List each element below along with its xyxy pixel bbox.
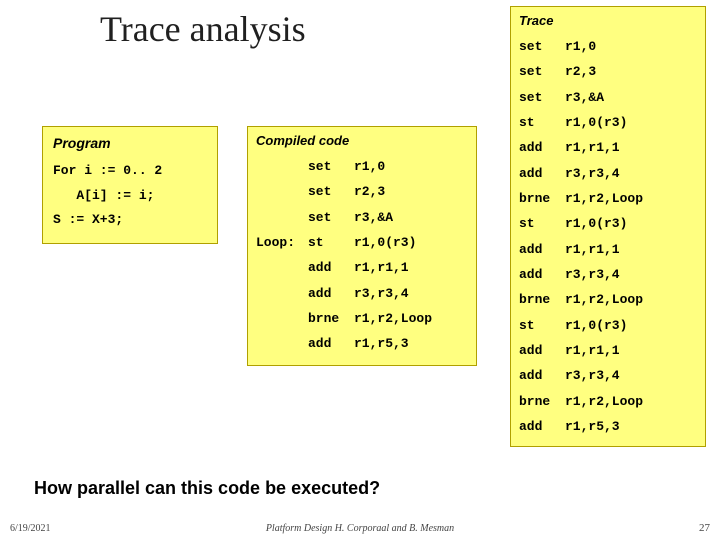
row-args: r1,r2,Loop (565, 389, 697, 414)
row-args: r2,3 (354, 179, 468, 204)
row-op: add (519, 338, 565, 363)
trace-row: addr1,r5,3 (519, 414, 697, 439)
row-op: add (519, 363, 565, 388)
trace-row: addr3,r3,4 (519, 363, 697, 388)
program-box: Program For i := 0.. 2 A[i] := i; S := X… (42, 126, 218, 244)
trace-row: brner1,r2,Loop (519, 287, 697, 312)
compiled-code-box: Compiled code setr1,0setr2,3setr3,&ALoop… (247, 126, 477, 366)
row-op: add (308, 255, 354, 280)
row-op: set (308, 205, 354, 230)
row-op: st (308, 230, 354, 255)
row-op: add (308, 331, 354, 356)
row-op: add (519, 414, 565, 439)
trace-row: addr1,r1,1 (519, 237, 697, 262)
row-op: add (519, 237, 565, 262)
row-op: st (519, 211, 565, 236)
row-args: r1,0(r3) (565, 211, 697, 236)
row-label (256, 255, 308, 280)
row-op: set (308, 154, 354, 179)
trace-row: str1,0(r3) (519, 313, 697, 338)
row-args: r3,&A (565, 85, 697, 110)
row-args: r1,r1,1 (565, 338, 697, 363)
row-op: add (308, 281, 354, 306)
compiled-row: addr1,r1,1 (256, 255, 468, 280)
trace-header: Trace (519, 13, 697, 28)
program-code: For i := 0.. 2 A[i] := i; S := X+3; (53, 159, 207, 233)
row-args: r3,r3,4 (354, 281, 468, 306)
trace-row: brner1,r2,Loop (519, 186, 697, 211)
compiled-rows: setr1,0setr2,3setr3,&ALoop:str1,0(r3)add… (256, 154, 468, 357)
row-op: brne (308, 306, 354, 331)
trace-row: str1,0(r3) (519, 211, 697, 236)
trace-rows: setr1,0setr2,3setr3,&Astr1,0(r3)addr1,r1… (519, 34, 697, 440)
row-args: r1,r2,Loop (565, 287, 697, 312)
row-op: set (519, 59, 565, 84)
program-line: For i := 0.. 2 (53, 163, 162, 178)
row-label (256, 205, 308, 230)
row-args: r1,r5,3 (565, 414, 697, 439)
row-args: r1,r2,Loop (354, 306, 468, 331)
compiled-header: Compiled code (256, 133, 468, 148)
row-op: add (519, 262, 565, 287)
row-args: r1,r1,1 (354, 255, 468, 280)
compiled-row: brner1,r2,Loop (256, 306, 468, 331)
compiled-row: setr3,&A (256, 205, 468, 230)
trace-row: setr3,&A (519, 85, 697, 110)
row-op: brne (519, 287, 565, 312)
row-args: r1,r2,Loop (565, 186, 697, 211)
compiled-row: setr2,3 (256, 179, 468, 204)
row-args: r1,r5,3 (354, 331, 468, 356)
trace-row: addr1,r1,1 (519, 135, 697, 160)
row-label (256, 281, 308, 306)
footer-center: Platform Design H. Corporaal and B. Mesm… (0, 523, 720, 534)
row-label (256, 331, 308, 356)
row-args: r3,r3,4 (565, 161, 697, 186)
row-label (256, 306, 308, 331)
slide: Trace analysis Program For i := 0.. 2 A[… (0, 0, 720, 540)
row-args: r1,0(r3) (565, 313, 697, 338)
row-op: add (519, 135, 565, 160)
program-line: S := X+3; (53, 212, 123, 227)
trace-row: str1,0(r3) (519, 110, 697, 135)
question-text: How parallel can this code be executed? (34, 478, 380, 499)
trace-row: addr1,r1,1 (519, 338, 697, 363)
row-args: r2,3 (565, 59, 697, 84)
row-args: r1,r1,1 (565, 237, 697, 262)
trace-row: addr3,r3,4 (519, 262, 697, 287)
row-args: r3,r3,4 (565, 363, 697, 388)
compiled-row: Loop:str1,0(r3) (256, 230, 468, 255)
row-label (256, 179, 308, 204)
row-args: r3,r3,4 (565, 262, 697, 287)
row-op: brne (519, 186, 565, 211)
program-line: A[i] := i; (53, 188, 154, 203)
row-op: set (308, 179, 354, 204)
row-args: r1,0(r3) (354, 230, 468, 255)
row-args: r1,r1,1 (565, 135, 697, 160)
trace-row: setr2,3 (519, 59, 697, 84)
row-op: set (519, 85, 565, 110)
compiled-row: setr1,0 (256, 154, 468, 179)
compiled-row: addr1,r5,3 (256, 331, 468, 356)
trace-row: setr1,0 (519, 34, 697, 59)
program-header: Program (53, 135, 207, 151)
compiled-row: addr3,r3,4 (256, 281, 468, 306)
row-op: set (519, 34, 565, 59)
footer-page: 27 (699, 522, 710, 534)
row-op: brne (519, 389, 565, 414)
row-label (256, 154, 308, 179)
trace-row: addr3,r3,4 (519, 161, 697, 186)
slide-title: Trace analysis (100, 8, 306, 50)
row-args: r1,0 (354, 154, 468, 179)
row-op: st (519, 313, 565, 338)
row-args: r3,&A (354, 205, 468, 230)
row-label: Loop: (256, 230, 308, 255)
row-op: st (519, 110, 565, 135)
trace-row: brner1,r2,Loop (519, 389, 697, 414)
trace-box: Trace setr1,0setr2,3setr3,&Astr1,0(r3)ad… (510, 6, 706, 447)
row-args: r1,0 (565, 34, 697, 59)
row-op: add (519, 161, 565, 186)
row-args: r1,0(r3) (565, 110, 697, 135)
